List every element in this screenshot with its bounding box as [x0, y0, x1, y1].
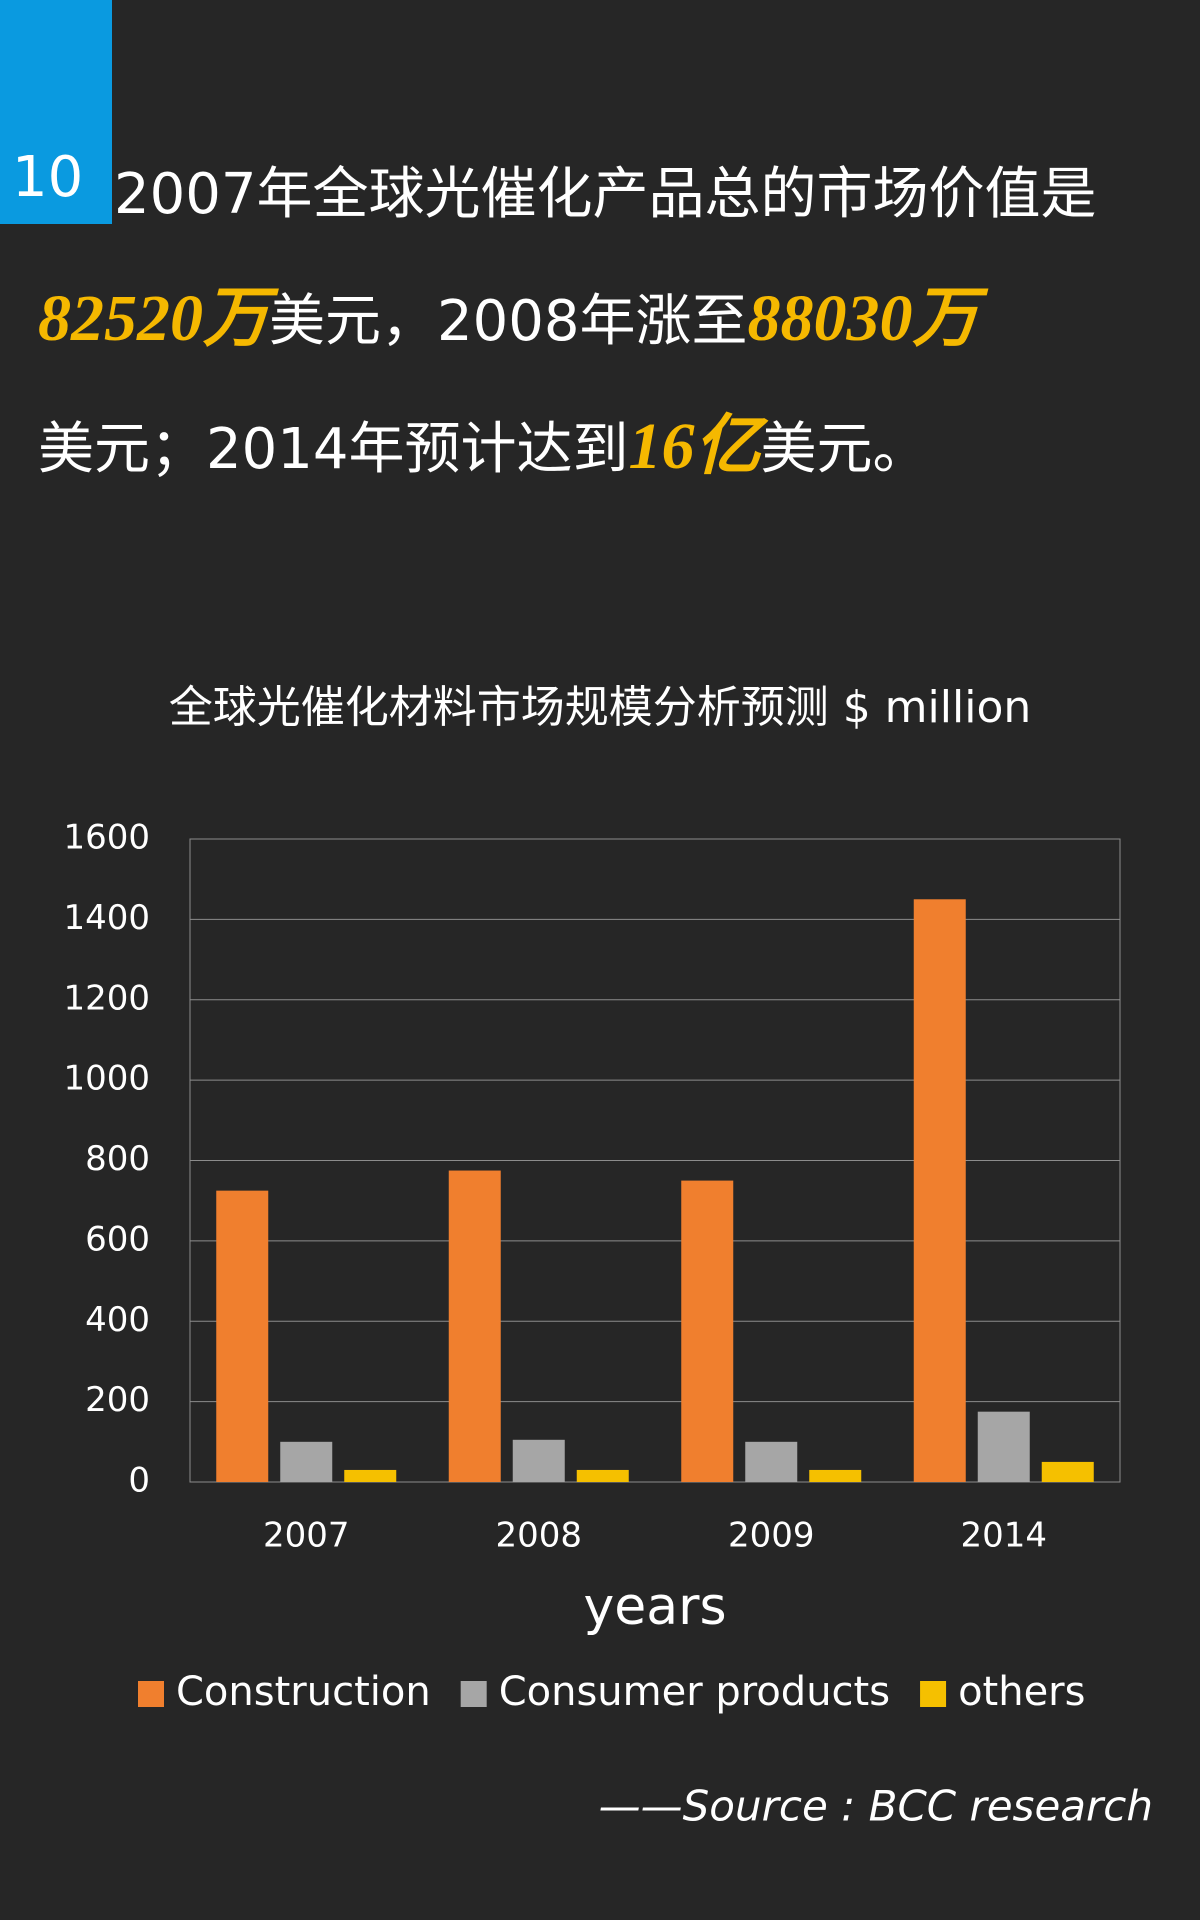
y-tick-label: 600	[85, 1219, 150, 1259]
x-tick-label: 2008	[495, 1516, 582, 1556]
bar	[576, 1469, 629, 1482]
y-tick-label: 0	[128, 1461, 150, 1501]
bar	[512, 1439, 565, 1482]
headline-text: 美元。	[760, 417, 929, 482]
y-tick-label: 1600	[63, 818, 150, 858]
headline-line: 82520万美元，2008年涨至88030万	[38, 284, 979, 357]
bar	[448, 1170, 501, 1482]
bar	[344, 1469, 397, 1482]
legend-swatch	[460, 1681, 487, 1707]
x-axis-label: years	[583, 1577, 726, 1637]
y-tick-label: 1000	[63, 1059, 150, 1099]
bar	[745, 1441, 798, 1482]
legend-swatch	[920, 1681, 947, 1707]
legend-swatch	[138, 1681, 164, 1707]
chart-title: 全球光催化材料市场规模分析预测 $ million	[169, 682, 1032, 733]
bar	[681, 1180, 734, 1482]
headline-line: 2007年全球光催化产品总的市场价值是	[114, 160, 1097, 230]
headline-text: 2007年全球光催化产品总的市场价值是	[114, 162, 1097, 227]
y-tick-label: 800	[85, 1139, 150, 1179]
y-tick-label: 200	[85, 1380, 150, 1420]
legend-label: Consumer products	[499, 1669, 890, 1715]
headline-highlight: 16亿	[628, 410, 761, 483]
legend-label: Construction	[176, 1669, 431, 1715]
x-tick-label: 2007	[263, 1516, 350, 1556]
badge-number: 10	[12, 145, 84, 210]
headline-highlight: 88030万	[747, 282, 979, 355]
legend-label: others	[958, 1669, 1085, 1715]
headline-line: 美元；2014年预计达到16亿美元。	[38, 412, 929, 485]
bar	[216, 1190, 269, 1482]
headline-text: 美元，2008年涨至	[269, 289, 748, 354]
y-tick-label: 1200	[63, 978, 150, 1018]
bar	[809, 1469, 862, 1482]
bar	[913, 899, 966, 1482]
bar	[280, 1441, 333, 1482]
headline-text: 美元；2014年预计达到	[38, 417, 629, 482]
y-tick-label: 400	[85, 1300, 150, 1340]
badge: 10	[0, 0, 112, 224]
source: ——Source : BCC research	[599, 1782, 1153, 1831]
x-tick-label: 2009	[728, 1516, 815, 1556]
y-tick-label: 1400	[63, 898, 150, 938]
headline-highlight: 82520万	[38, 282, 269, 355]
x-tick-label: 2014	[960, 1516, 1047, 1556]
bar	[977, 1411, 1030, 1482]
bar	[1041, 1461, 1094, 1482]
